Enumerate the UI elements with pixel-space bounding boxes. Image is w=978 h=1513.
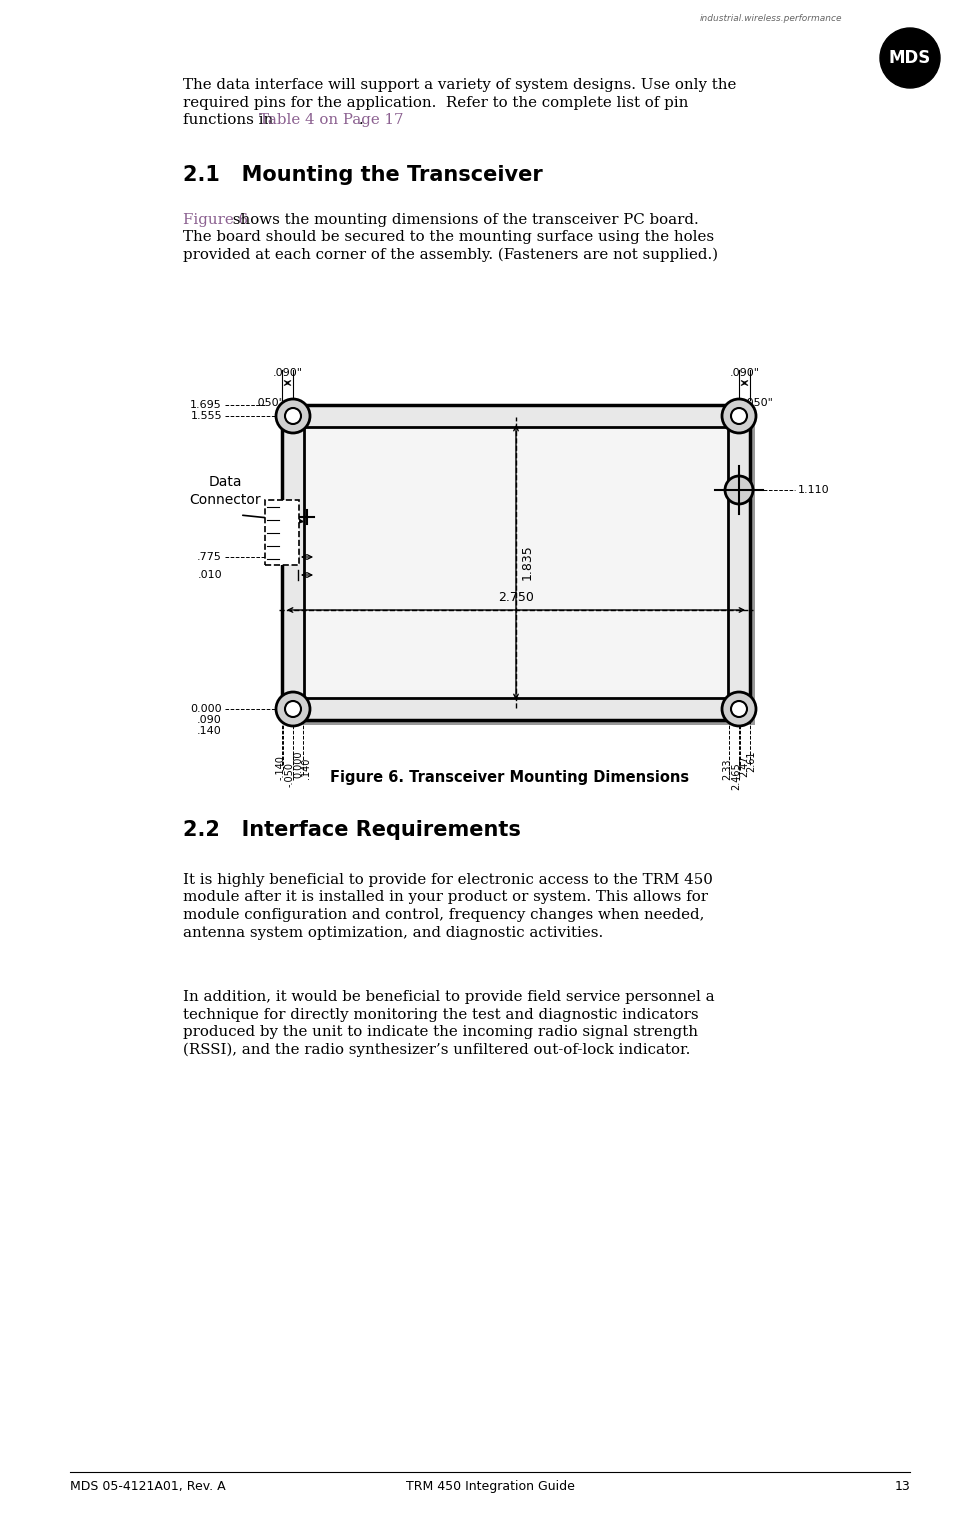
Text: module after it is installed in your product or system. This allows for: module after it is installed in your pro… [183,891,707,905]
Circle shape [725,477,752,504]
Text: .775: .775 [197,552,222,561]
Text: 1.555: 1.555 [190,412,222,421]
Text: -.140: -.140 [276,755,286,779]
Text: .090": .090" [729,368,759,378]
Circle shape [731,701,746,717]
Text: provided at each corner of the assembly. (Fasteners are not supplied.): provided at each corner of the assembly.… [183,248,717,262]
Text: Table 4 on Page 17: Table 4 on Page 17 [259,113,403,127]
Text: Data: Data [208,475,242,489]
Circle shape [285,409,300,424]
Text: 2.33: 2.33 [721,758,732,779]
Text: Figure 6. Transceiver Mounting Dimensions: Figure 6. Transceiver Mounting Dimension… [331,770,689,785]
Circle shape [276,399,310,433]
Text: 2.47: 2.47 [738,755,748,776]
Text: 2.2   Interface Requirements: 2.2 Interface Requirements [183,820,520,840]
Circle shape [721,691,755,726]
Text: produced by the unit to indicate the incoming radio signal strength: produced by the unit to indicate the inc… [183,1024,697,1039]
Text: In addition, it would be beneficial to provide field service personnel a: In addition, it would be beneficial to p… [183,990,714,1005]
Text: Connector: Connector [189,493,260,507]
Text: MDS 05-4121A01, Rev. A: MDS 05-4121A01, Rev. A [70,1480,225,1493]
Text: TRM 450 Integration Guide: TRM 450 Integration Guide [405,1480,574,1493]
Text: 1.695: 1.695 [190,399,222,410]
Bar [304,427,728,697]
Text: .090": .090" [272,368,302,378]
Text: 2.465: 2.465 [731,763,740,790]
Text: The board should be secured to the mounting surface using the holes: The board should be secured to the mount… [183,230,713,245]
Circle shape [731,409,746,424]
Text: antenna system optimization, and diagnostic activities.: antenna system optimization, and diagnos… [183,926,602,940]
Bar [282,405,749,720]
Text: -.050: -.050 [285,763,294,787]
Text: .050": .050" [255,398,285,407]
Text: technique for directly monitoring the test and diagnostic indicators: technique for directly monitoring the te… [183,1008,698,1021]
Bar [287,410,754,725]
Text: 13: 13 [893,1480,910,1493]
Text: 2.750: 2.750 [498,592,533,604]
Circle shape [276,691,310,726]
Text: 1.110: 1.110 [797,486,828,495]
Circle shape [285,701,300,717]
Text: 0.000: 0.000 [292,750,302,778]
Circle shape [721,399,755,433]
Text: 2.1   Mounting the Transceiver: 2.1 Mounting the Transceiver [183,165,542,185]
Text: shows the mounting dimensions of the transceiver PC board.: shows the mounting dimensions of the tra… [228,213,698,227]
Text: 1.835: 1.835 [520,545,533,581]
Text: Figure 6: Figure 6 [183,213,247,227]
Text: It is highly beneficial to provide for electronic access to the TRM 450: It is highly beneficial to provide for e… [183,873,712,887]
Text: functions in: functions in [183,113,278,127]
Text: .010: .010 [198,570,222,579]
Text: .050": .050" [743,398,773,407]
Text: .140: .140 [300,758,311,779]
Text: required pins for the application.  Refer to the complete list of pin: required pins for the application. Refer… [183,95,688,109]
Text: 2.61: 2.61 [745,750,755,772]
Text: .: . [359,113,364,127]
Text: The data interface will support a variety of system designs. Use only the: The data interface will support a variet… [183,79,735,92]
Circle shape [879,29,939,88]
Text: MDS: MDS [888,48,930,67]
Text: 0.000: 0.000 [190,704,222,714]
Text: (RSSI), and the radio synthesizer’s unfiltered out-of-lock indicator.: (RSSI), and the radio synthesizer’s unfi… [183,1042,689,1058]
Text: .140: .140 [197,726,222,735]
Text: industrial.wireless.performance: industrial.wireless.performance [699,14,842,23]
Text: .090: .090 [197,716,222,725]
Text: module configuration and control, frequency changes when needed,: module configuration and control, freque… [183,908,703,921]
Bar [265,499,298,564]
